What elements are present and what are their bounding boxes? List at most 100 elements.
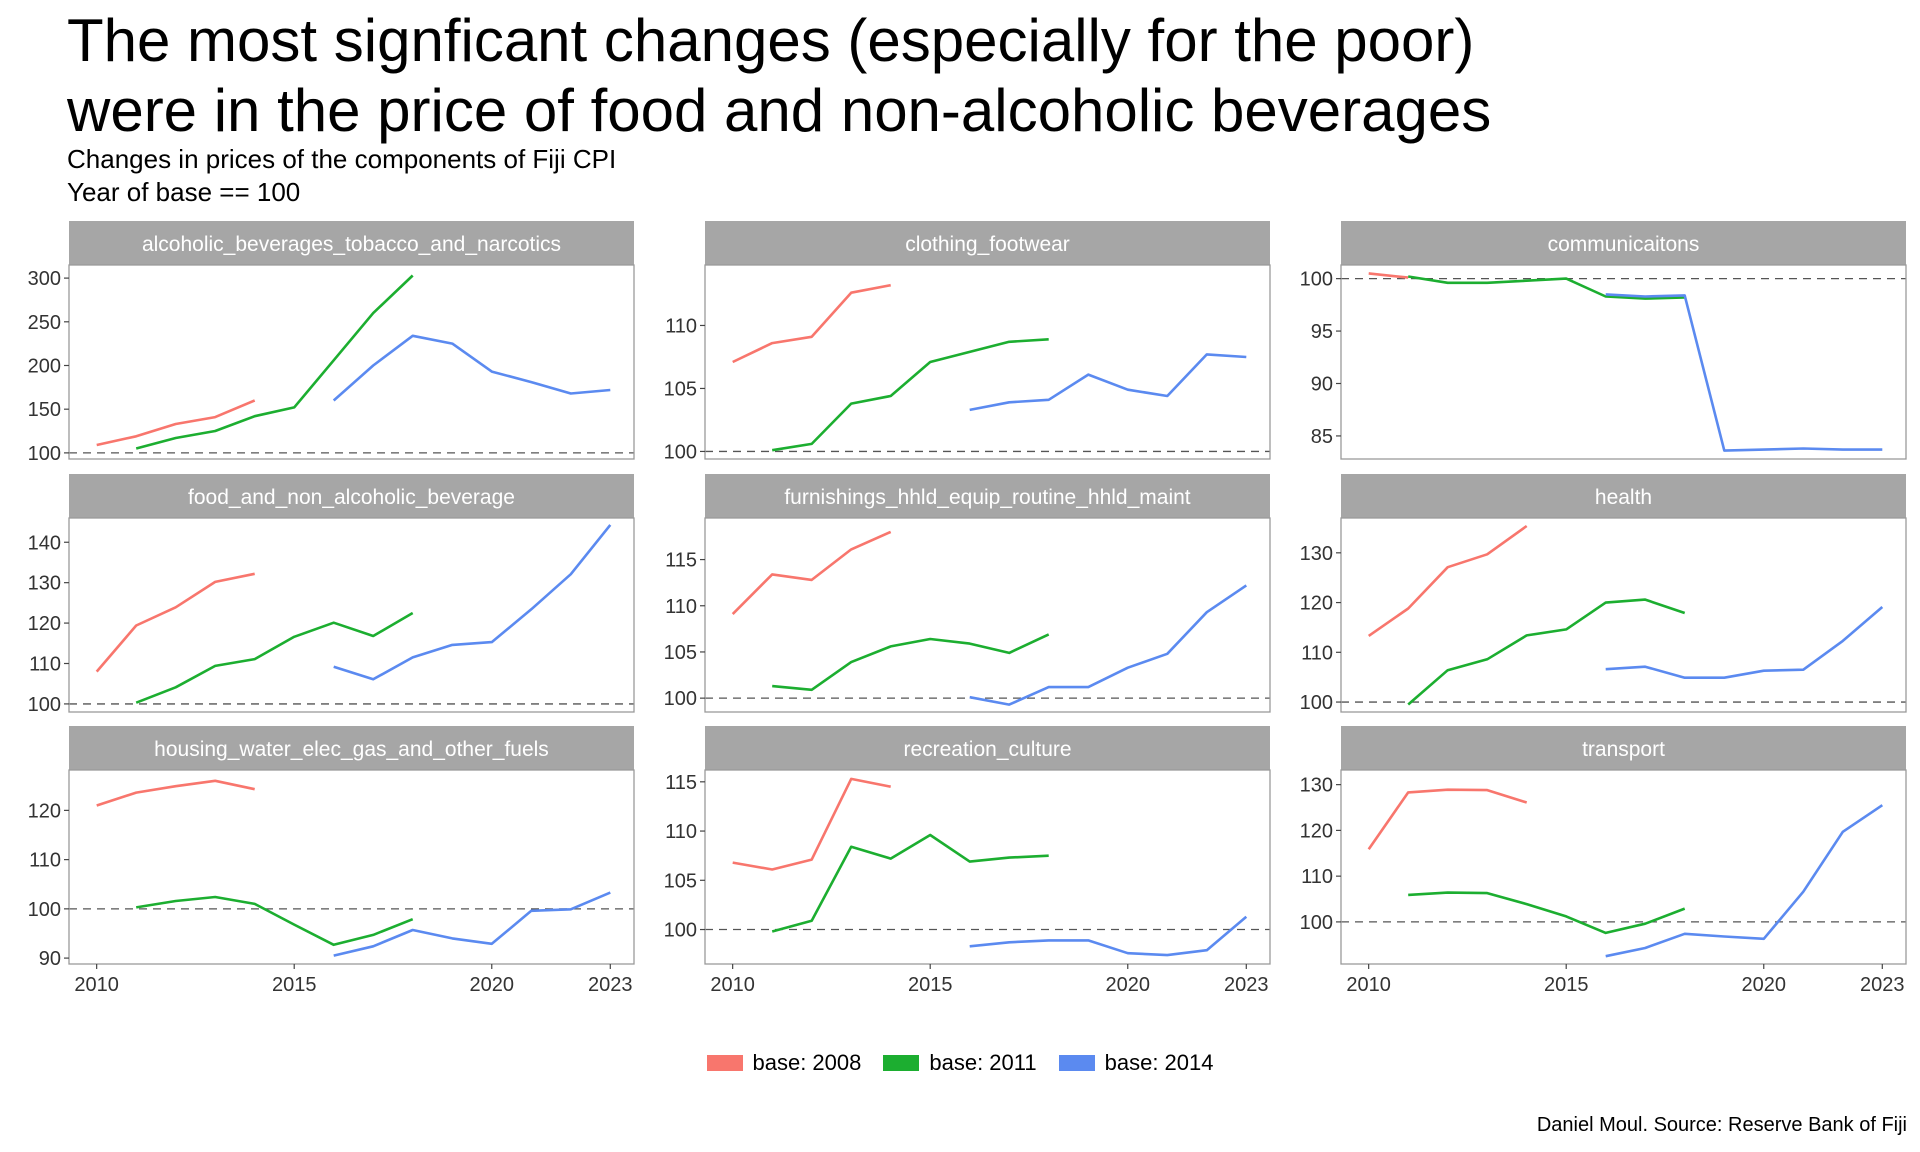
x-tick-label: 2023 <box>588 974 633 996</box>
faceted-line-chart: alcoholic_beverages_tobacco_and_narcotic… <box>28 221 1907 996</box>
series-line-base-2014 <box>333 891 611 957</box>
panel-border <box>1340 769 1907 965</box>
series-line-base-2008 <box>731 530 892 616</box>
legend-key-base-2008 <box>706 1055 743 1071</box>
series-line-base-2014 <box>969 584 1248 706</box>
y-tick-label: 120 <box>1300 820 1333 842</box>
panel-title: alcoholic_beverages_tobacco_and_narcotic… <box>142 233 561 256</box>
y-tick-label: 250 <box>28 312 61 334</box>
panel-strip <box>69 221 634 265</box>
legend: base: 2008 base: 2011 base: 2014 <box>0 1050 1920 1076</box>
chart-title: The most signficant changes (especially … <box>67 6 1867 146</box>
series-line-base-2014 <box>969 915 1248 957</box>
y-tick-label: 110 <box>29 654 61 676</box>
series-line-base-2011 <box>135 895 414 947</box>
y-tick-label: 300 <box>28 268 61 290</box>
panel-strip <box>705 221 1270 265</box>
x-tick-label: 2010 <box>74 974 119 996</box>
x-tick-label: 2015 <box>1544 974 1589 996</box>
y-tick-label: 120 <box>28 800 61 822</box>
legend-key-base-2011 <box>883 1055 920 1071</box>
series-line-base-2011 <box>1408 891 1686 935</box>
legend-label-base-2014: base: 2014 <box>1104 1050 1214 1075</box>
x-tick-label: 2020 <box>470 974 515 996</box>
chart-subtitle-line-2: Year of base == 100 <box>67 177 301 207</box>
y-tick-label: 115 <box>665 550 697 572</box>
y-tick-label: 105 <box>664 870 697 892</box>
y-tick-label: 110 <box>665 315 697 337</box>
x-tick-label: 2010 <box>710 974 755 996</box>
y-tick-label: 100 <box>28 899 61 921</box>
panel-furnishings-hhld-equip-routine-hhld-maint: furnishings_hhld_equip_routine_hhld_main… <box>664 474 1271 713</box>
x-tick-label: 2010 <box>1346 974 1391 996</box>
y-tick-label: 120 <box>1300 593 1333 615</box>
series-line-base-2008 <box>1368 272 1409 279</box>
panel-recreation-culture: recreation_culture 100 105 110 115 2010 2015 20… <box>664 726 1271 996</box>
panel-title: recreation_culture <box>903 738 1071 761</box>
panel-strip <box>705 726 1270 770</box>
series-line-base-2011 <box>135 611 414 704</box>
panel-strip <box>69 474 634 518</box>
panel-strip <box>1341 726 1906 770</box>
panel-title: clothing_footwear <box>905 233 1070 256</box>
x-tick-label: 2020 <box>1742 974 1787 996</box>
panel-border <box>68 769 635 965</box>
y-tick-label: 105 <box>664 642 697 664</box>
legend-item-base-2014: base: 2014 <box>1058 1050 1214 1076</box>
panel-border <box>704 517 1271 713</box>
y-tick-label: 110 <box>1301 866 1333 888</box>
chart-title-line-1: The most signficant changes (especially … <box>67 7 1475 74</box>
panel-transport: transport 100 110 120 130 2010 2015 2020 2023 <box>1300 726 1907 996</box>
panel-border <box>704 264 1271 460</box>
series-line-base-2011 <box>1407 598 1686 706</box>
panel-strip <box>705 474 1270 518</box>
panel-border <box>1340 264 1907 460</box>
x-tick-label: 2023 <box>1224 974 1269 996</box>
panel-border <box>704 769 1271 965</box>
panel-title: housing_water_elec_gas_and_other_fuels <box>154 738 549 761</box>
series-line-base-2011 <box>771 833 1049 933</box>
legend-item-base-2011: base: 2011 <box>883 1050 1037 1076</box>
panel-border <box>68 264 635 460</box>
series-line-base-2011 <box>771 338 1049 452</box>
y-tick-label: 100 <box>28 443 61 465</box>
legend-item-base-2008: base: 2008 <box>706 1050 861 1076</box>
x-tick-label: 2015 <box>908 974 953 996</box>
panel-strip <box>1341 221 1906 265</box>
y-tick-label: 100 <box>664 441 697 463</box>
y-tick-label: 95 <box>1311 321 1333 343</box>
panel-housing-water-elec-gas-and-other-fuels: housing_water_elec_gas_and_other_fuels 90… <box>28 726 635 996</box>
y-tick-label: 115 <box>665 772 697 794</box>
y-tick-label: 150 <box>28 399 61 421</box>
panel-title: communicaitons <box>1548 233 1700 256</box>
y-tick-label: 100 <box>1300 692 1333 714</box>
y-tick-label: 110 <box>1301 642 1333 664</box>
y-tick-label: 90 <box>1311 373 1333 395</box>
y-tick-label: 110 <box>665 596 697 618</box>
series-line-base-2011 <box>135 274 414 450</box>
x-tick-label: 2020 <box>1106 974 1151 996</box>
source-caption: Daniel Moul. Source: Reserve Bank of Fij… <box>1536 1114 1907 1136</box>
y-tick-label: 90 <box>39 948 61 970</box>
y-tick-label: 130 <box>1300 775 1333 797</box>
y-tick-label: 130 <box>28 573 61 595</box>
x-tick-label: 2015 <box>272 974 317 996</box>
y-tick-label: 120 <box>28 613 61 635</box>
y-tick-label: 100 <box>28 694 61 716</box>
panel-health: health 100 110 120 130 <box>1300 474 1907 714</box>
panel-title: transport <box>1582 738 1665 761</box>
y-tick-label: 200 <box>28 355 61 377</box>
series-line-base-2008 <box>1367 524 1528 637</box>
series-line-base-2011 <box>772 633 1050 692</box>
y-tick-label: 100 <box>1300 269 1333 291</box>
legend-key-base-2014 <box>1058 1055 1095 1071</box>
y-tick-label: 105 <box>664 378 697 400</box>
series-line-base-2014 <box>1605 606 1884 680</box>
series-line-base-2014 <box>333 524 612 681</box>
panel-alcoholic-beverages-tobacco-and-narcotics: alcoholic_beverages_tobacco_and_narcotic… <box>28 221 635 465</box>
series-line-base-2014 <box>1605 293 1883 452</box>
y-tick-label: 140 <box>28 532 61 554</box>
panel-border <box>1340 517 1907 713</box>
panel-communicaitons: communicaitons 85 90 95 100 <box>1300 221 1907 460</box>
y-tick-label: 85 <box>1311 426 1333 448</box>
